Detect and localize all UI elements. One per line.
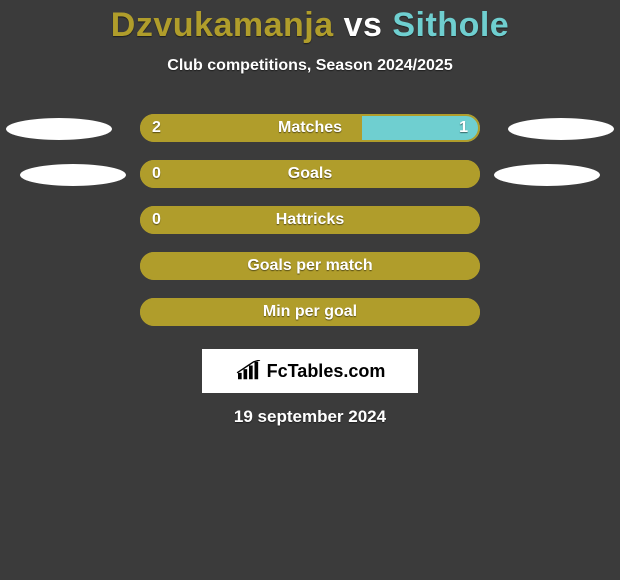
stat-value-left: 2 [152, 114, 161, 142]
stat-bar [140, 206, 480, 234]
stat-bar-left-fill [140, 114, 362, 142]
stat-bar-left-fill [140, 206, 480, 234]
fctables-logo: FcTables.com [235, 360, 386, 382]
stats-container: 21Matches0Goals0HattricksGoals per match… [0, 105, 620, 335]
stat-bar-left-fill [140, 160, 480, 188]
player2-avatar-placeholder [494, 164, 600, 186]
subtitle: Club competitions, Season 2024/2025 [0, 57, 620, 75]
stat-bar [140, 252, 480, 280]
logo-text: FcTables.com [267, 361, 386, 382]
player1-name: Dzvukamanja [111, 6, 334, 44]
player2-avatar-placeholder [508, 118, 614, 140]
logo-box: FcTables.com [202, 349, 418, 393]
stat-bar [140, 114, 480, 142]
player1-avatar-placeholder [6, 118, 112, 140]
date-text: 19 september 2024 [0, 407, 620, 427]
stat-value-right: 1 [459, 114, 468, 142]
stat-bar-left-fill [140, 252, 480, 280]
stat-bar-left-fill [140, 298, 480, 326]
stat-bar [140, 160, 480, 188]
vs-text: vs [344, 6, 383, 44]
stat-row: 0Goals [0, 151, 620, 197]
stat-value-left: 0 [152, 160, 161, 188]
player2-name: Sithole [392, 6, 509, 44]
chart-icon [235, 360, 263, 382]
stat-row: Goals per match [0, 243, 620, 289]
stat-row: 0Hattricks [0, 197, 620, 243]
stat-value-left: 0 [152, 206, 161, 234]
stat-bar [140, 298, 480, 326]
stat-row: Min per goal [0, 289, 620, 335]
player1-avatar-placeholder [20, 164, 126, 186]
stat-row: 21Matches [0, 105, 620, 151]
page-title: Dzvukamanja vs Sithole [0, 0, 620, 45]
